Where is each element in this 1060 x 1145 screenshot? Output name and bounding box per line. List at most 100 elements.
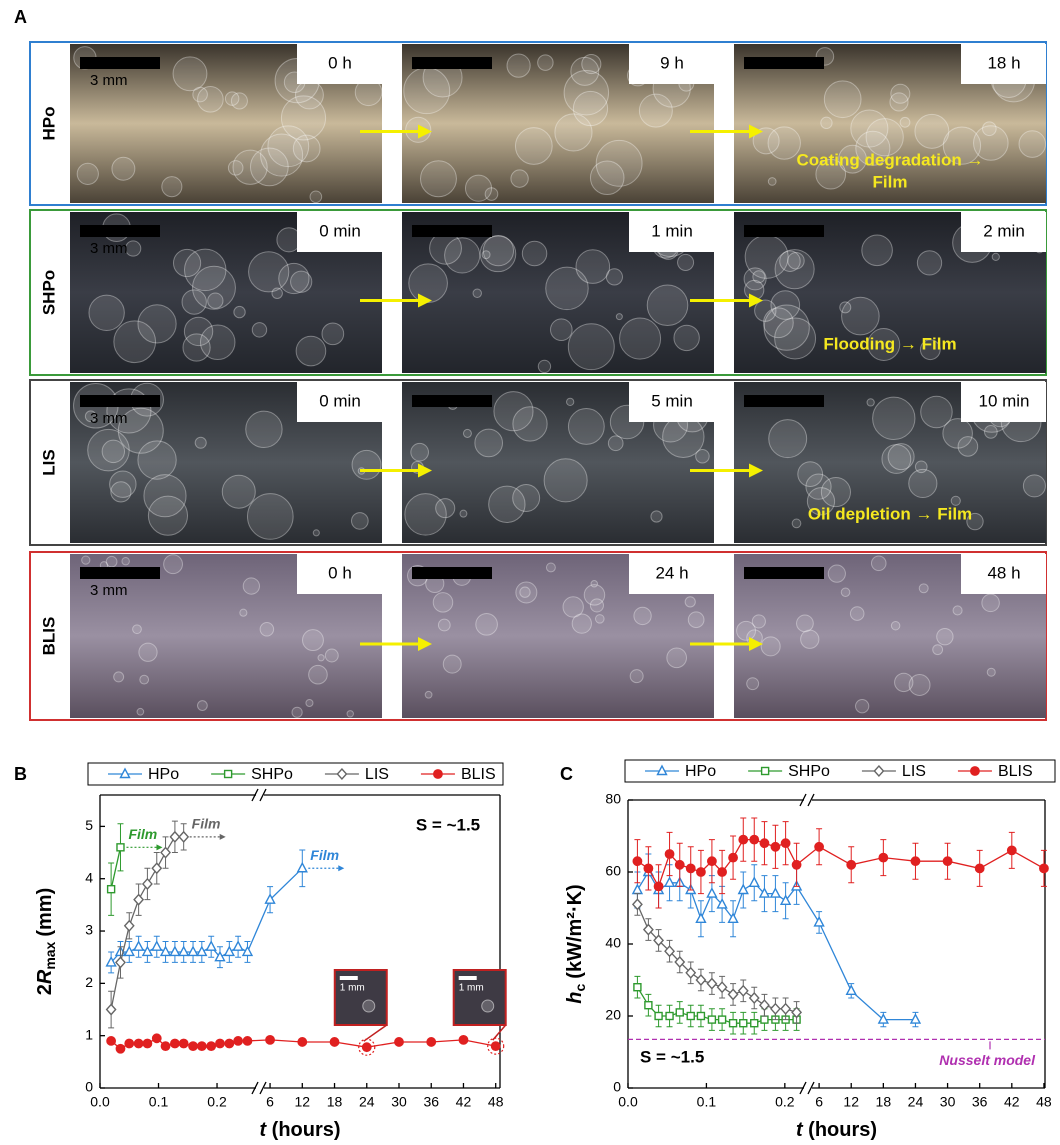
droplet: [306, 699, 313, 706]
marker: [707, 889, 716, 898]
legend-label: HPo: [148, 766, 179, 783]
panel-label: B: [14, 764, 27, 784]
x-tick-label: 0.0: [90, 1094, 110, 1110]
droplet: [590, 599, 603, 612]
droplet: [595, 615, 604, 624]
droplet: [485, 188, 498, 201]
x-tick-label: 48: [488, 1094, 504, 1110]
droplet: [544, 459, 587, 502]
series-line: [637, 840, 1044, 887]
marker: [298, 863, 307, 872]
marker: [815, 843, 823, 851]
droplet: [616, 314, 622, 320]
marker: [655, 1013, 662, 1020]
marker: [179, 947, 188, 956]
inset-label: 1 mm: [459, 983, 484, 994]
droplet: [112, 157, 135, 180]
droplet: [162, 177, 182, 197]
droplet: [144, 475, 186, 517]
x-tick-label: 0.2: [207, 1094, 227, 1110]
scale-bar: [80, 567, 160, 579]
x-label-symbol: t: [259, 1119, 267, 1141]
marker: [134, 942, 143, 951]
marker: [434, 770, 442, 778]
marker: [117, 844, 124, 851]
marker: [644, 864, 652, 872]
y-tick-label: 60: [605, 863, 621, 879]
scale-label: 3 mm: [90, 410, 128, 427]
marker: [943, 857, 951, 865]
marker: [708, 1016, 715, 1023]
droplet: [405, 494, 446, 535]
marker: [198, 1042, 206, 1050]
marker: [243, 947, 252, 956]
droplet: [888, 444, 914, 470]
marker: [751, 1020, 758, 1027]
legend-label: SHPo: [788, 763, 830, 780]
marker: [116, 957, 125, 967]
marker: [707, 979, 716, 989]
droplet: [494, 392, 533, 431]
droplet: [538, 360, 550, 372]
droplet: [347, 711, 353, 717]
marker: [739, 986, 748, 996]
x-axis-label: t (hours): [259, 1119, 340, 1141]
x-tick-label: 36: [972, 1094, 988, 1110]
droplet: [571, 57, 599, 85]
droplet: [460, 510, 467, 517]
droplet: [821, 478, 850, 507]
marker: [729, 989, 738, 999]
droplet: [873, 397, 915, 439]
droplet: [420, 161, 456, 197]
annotation-arrow-head: [156, 844, 162, 850]
marker: [879, 853, 887, 861]
marker: [125, 947, 134, 956]
droplet: [921, 396, 953, 428]
row-label: LIS: [39, 449, 58, 475]
droplet: [511, 170, 528, 187]
x-tick-label: 0.2: [775, 1094, 795, 1110]
droplet: [404, 68, 450, 114]
marker: [330, 1038, 338, 1046]
marker: [781, 1004, 790, 1014]
droplet: [828, 565, 845, 582]
marker: [225, 947, 234, 956]
marker: [708, 857, 716, 865]
time-label: 5 min: [651, 391, 693, 410]
marker: [665, 878, 674, 887]
droplet: [546, 267, 589, 310]
droplet: [591, 581, 598, 588]
panel-label: C: [560, 764, 573, 784]
droplet: [463, 429, 471, 437]
marker: [143, 879, 152, 889]
y-tick-label: 1: [85, 1026, 93, 1042]
marker: [633, 885, 642, 894]
droplet: [480, 236, 516, 272]
droplet: [919, 584, 928, 593]
marker: [760, 839, 768, 847]
marker: [771, 889, 780, 898]
marker: [792, 861, 800, 869]
droplet: [761, 637, 780, 656]
droplet: [430, 232, 462, 264]
marker: [197, 947, 206, 956]
marker: [771, 1004, 780, 1014]
droplet: [352, 513, 369, 530]
droplet: [513, 485, 540, 512]
time-label: 18 h: [987, 53, 1020, 72]
droplet: [983, 122, 997, 136]
droplet: [769, 420, 807, 458]
time-label: 24 h: [655, 563, 688, 582]
y-tick-label: 3: [85, 922, 93, 938]
marker: [815, 917, 824, 926]
x-label-unit: (hours): [272, 1119, 341, 1141]
caption: Coating degradation →: [797, 150, 984, 169]
figure: A B C HPo3 mm0 h9 h18 hCoating degradati…: [0, 0, 1060, 1145]
droplet: [982, 594, 1000, 612]
marker: [750, 878, 759, 887]
marker: [879, 1015, 888, 1024]
droplet: [438, 619, 450, 631]
marker: [171, 1039, 179, 1047]
y-tick-label: 2: [85, 974, 93, 990]
droplet: [840, 302, 851, 313]
